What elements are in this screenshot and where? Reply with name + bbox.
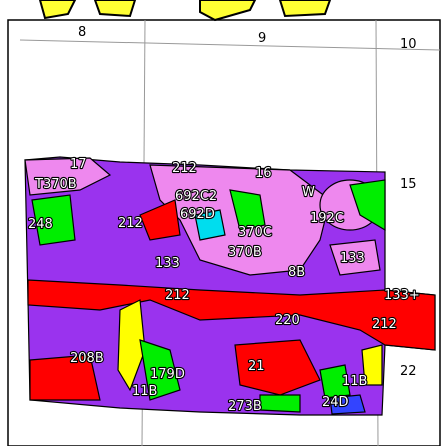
map-unit-label: W (302, 185, 315, 200)
soil-polygons (24, 156, 436, 416)
map-unit-label: 208B (70, 351, 104, 366)
map-unit-label: 11B (132, 384, 157, 399)
map-unit-label: 133 (340, 251, 365, 266)
soil-unit (329, 239, 381, 276)
map-unit-label: T370B (34, 177, 77, 192)
soil-unit (117, 299, 146, 392)
map-unit-label: 692C2 (175, 189, 217, 204)
soil-unit (259, 394, 301, 413)
soil-unit (139, 199, 181, 241)
map-unit-label: 133+ (384, 288, 420, 303)
map-unit-label: 212 (372, 317, 397, 332)
soil-unit (361, 344, 383, 386)
map-unit-label: 16 (255, 166, 272, 181)
map-unit-label: 692D (180, 207, 215, 222)
map-unit-label: 220 (275, 313, 300, 328)
map-unit-label: 133 (155, 256, 180, 271)
map-unit-label: 192C (310, 211, 344, 226)
soil-unit (194, 209, 226, 241)
section-number: 9 (258, 31, 266, 46)
map-unit-label: 212 (118, 216, 143, 231)
soil-unit (349, 179, 386, 232)
map-unit-label: 212 (172, 161, 197, 176)
soil-unit (31, 194, 76, 246)
map-unit-label: 248 (28, 217, 53, 232)
soil-unit (319, 364, 351, 399)
map-unit-label: 370B (228, 245, 262, 260)
map-unit-label: 273B (228, 399, 262, 414)
map-unit-label: 179D (150, 367, 185, 382)
soil-unit (229, 189, 266, 231)
map-unit-label: 8B (288, 265, 305, 280)
soil-unit (24, 157, 112, 196)
soil-unit (27, 279, 436, 351)
section-number: 8 (78, 25, 86, 40)
map-unit-label: 17 (70, 157, 87, 172)
section-number: 22 (400, 364, 417, 379)
map-unit-label: 370C (238, 225, 272, 240)
soil-unit (29, 354, 101, 401)
map-unit-label: 24D (322, 395, 349, 410)
section-line (19, 39, 441, 51)
map-unit-label: 212 (165, 288, 190, 303)
soil-unit (329, 394, 366, 415)
soil-unit (139, 339, 181, 401)
section-number: 15 (400, 177, 417, 192)
soil-unit (234, 339, 321, 396)
map-frame (7, 19, 441, 446)
map-unit-label: 21 (248, 359, 265, 374)
title-art (38, 0, 332, 22)
labels: 8 9 10 15 22 17 T370B 212 16 248 692C2 692D W 192C 370… (27, 25, 421, 415)
section-number: 10 (400, 37, 417, 52)
map-unit-label: 11B (342, 374, 367, 389)
